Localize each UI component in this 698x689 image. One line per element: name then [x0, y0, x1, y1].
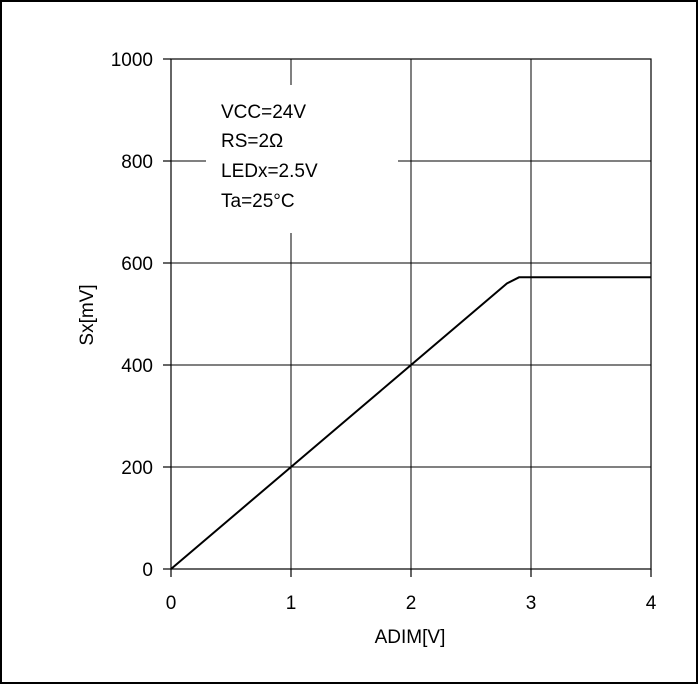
- y-axis-label: Sx[mV]: [77, 284, 98, 345]
- annotation-ledx: LEDx=2.5V: [221, 161, 318, 182]
- x-tick-label-1: 1: [286, 593, 297, 614]
- x-tick-label-2: 2: [406, 593, 417, 614]
- x-tick-label-0: 0: [166, 593, 177, 614]
- x-axis-label: ADIM[V]: [375, 627, 446, 648]
- y-tick-label-2: 400: [121, 356, 153, 377]
- annotation-vcc: VCC=24V: [221, 102, 306, 123]
- annotation-box: VCC=24V RS=2Ω LEDx=2.5V Ta=25°C: [206, 85, 398, 233]
- x-tick-label-4: 4: [646, 593, 657, 614]
- y-tick-label-3: 600: [121, 254, 153, 275]
- y-tick-label-5: 1000: [111, 50, 153, 71]
- series-line-0: [170, 276, 651, 570]
- annotation-rs: RS=2Ω: [221, 131, 283, 152]
- y-tick-label-1: 200: [121, 458, 153, 479]
- tick-labels: 0 200 400 600 800 1000 0 1 2 3 4: [111, 50, 657, 614]
- annotation-ta: Ta=25°C: [221, 191, 295, 212]
- annotation-background: [206, 85, 398, 233]
- series-group: [170, 276, 651, 570]
- x-tick-label-3: 3: [526, 593, 537, 614]
- y-tick-label-0: 0: [142, 560, 153, 581]
- y-tick-label-4: 800: [121, 152, 153, 173]
